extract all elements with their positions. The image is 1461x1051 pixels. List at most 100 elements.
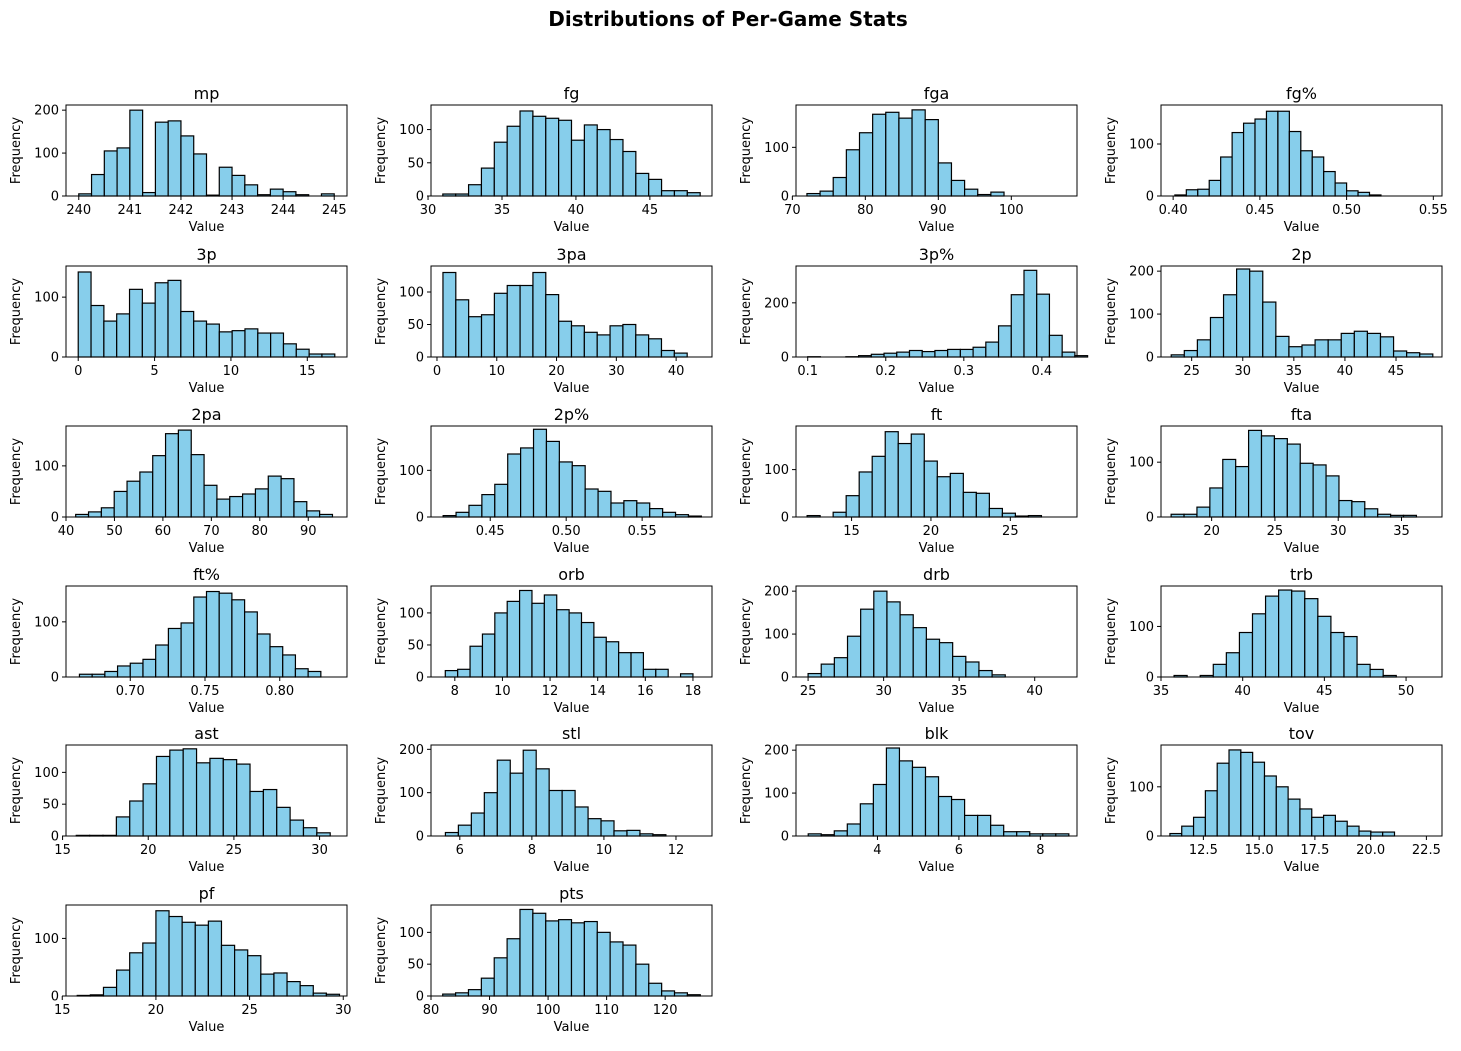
- x-tick-label: 0.55: [1419, 203, 1448, 218]
- histogram-bar: [1324, 172, 1335, 196]
- panel-title: trb: [1290, 565, 1313, 584]
- histogram-bar: [976, 493, 989, 517]
- panel-title: 2pa: [191, 405, 221, 424]
- x-tick-label: 40: [1026, 684, 1043, 699]
- histogram-bar: [290, 820, 303, 836]
- histogram-bar: [520, 909, 533, 996]
- histogram-bar: [156, 645, 169, 677]
- histogram-bar: [924, 461, 937, 517]
- x-tick-label: 12: [542, 684, 559, 699]
- histogram-bar: [168, 628, 181, 677]
- histogram-bar: [507, 601, 519, 677]
- x-tick-label: 40: [58, 524, 75, 539]
- histogram-bar: [912, 767, 925, 836]
- histogram-bar: [507, 939, 520, 996]
- x-tick-label: 0.45: [1245, 203, 1274, 218]
- histogram-bar: [1289, 132, 1300, 196]
- x-axis-label: Value: [189, 541, 225, 556]
- x-tick-label: 120: [653, 1003, 678, 1018]
- histogram-bar: [303, 828, 316, 836]
- y-axis-label: Frequency: [739, 438, 754, 505]
- y-tick-label: 0: [51, 990, 59, 1005]
- x-axis-label: Value: [189, 701, 225, 716]
- histogram-bar: [1324, 815, 1336, 836]
- y-tick-label: 0: [1146, 671, 1154, 686]
- histogram-bar: [1292, 591, 1305, 677]
- histogram-bar: [953, 656, 966, 677]
- x-tick-label: 25: [1267, 524, 1284, 539]
- histogram-bar: [834, 831, 847, 836]
- x-axis-label: Value: [554, 1020, 590, 1035]
- histogram-bar: [245, 185, 258, 196]
- histogram-bar: [117, 970, 130, 996]
- x-tick-label: 4: [873, 843, 881, 858]
- x-axis-label: Value: [919, 381, 955, 396]
- y-axis-label: Frequency: [374, 117, 389, 184]
- histogram-bar: [897, 352, 910, 357]
- histogram-bar: [1197, 507, 1210, 517]
- histogram-bar: [913, 628, 926, 677]
- histogram-bar: [232, 600, 245, 677]
- x-tick-label: 12: [668, 843, 685, 858]
- histogram-bar: [1264, 776, 1276, 836]
- y-tick-label: 0: [416, 671, 424, 686]
- histogram-bar: [194, 321, 207, 357]
- histogram-bar: [219, 167, 232, 196]
- x-axis-label: Value: [554, 860, 590, 875]
- histogram-bar: [1276, 787, 1288, 836]
- histogram-bar: [1407, 353, 1420, 357]
- y-tick-label: 0: [416, 351, 424, 366]
- x-axis-label: Value: [1284, 701, 1320, 716]
- x-tick-label: 8: [451, 684, 459, 699]
- histogram-bar: [230, 497, 243, 517]
- y-tick-label: 200: [1129, 265, 1154, 280]
- histogram-bar: [1209, 180, 1220, 196]
- histogram-bar: [821, 664, 834, 677]
- histogram-bar: [1370, 669, 1383, 677]
- x-tick-label: 15: [54, 843, 71, 858]
- histogram-bar: [1288, 799, 1300, 836]
- x-tick-label: 110: [594, 1003, 619, 1018]
- histogram-bar: [674, 191, 687, 196]
- histogram-bar: [257, 634, 270, 677]
- histogram-bar: [950, 473, 963, 517]
- histogram-bar: [1244, 123, 1255, 196]
- histogram-bar: [143, 784, 156, 836]
- histogram-bar: [938, 163, 951, 196]
- histogram-bar: [534, 429, 547, 517]
- histogram-bar: [104, 321, 117, 357]
- histogram-bar: [662, 991, 675, 996]
- histogram-bar: [1394, 351, 1407, 357]
- y-axis-label: Frequency: [374, 278, 389, 345]
- y-axis-label: Frequency: [1104, 438, 1119, 505]
- x-tick-label: 17.5: [1300, 843, 1329, 858]
- histogram-bar: [281, 479, 294, 517]
- x-tick-label: 25: [226, 843, 243, 858]
- histogram-bar: [584, 125, 597, 196]
- histogram-bar: [979, 671, 992, 677]
- histogram-bar: [1017, 832, 1030, 836]
- histogram-bar: [572, 326, 585, 357]
- histogram-bar: [1359, 831, 1371, 836]
- histogram-bar: [223, 760, 236, 836]
- histogram-bar: [1312, 157, 1323, 196]
- y-tick-label: 0: [781, 190, 789, 205]
- y-axis-label: Frequency: [739, 117, 754, 184]
- histogram-bar: [874, 591, 887, 677]
- x-tick-label: 35: [494, 203, 511, 218]
- histogram-bar: [78, 272, 91, 357]
- histogram-bar: [939, 797, 952, 836]
- histogram-bar: [204, 485, 217, 517]
- histogram-bar: [860, 804, 873, 836]
- x-tick-label: 242: [169, 203, 194, 218]
- y-axis-label: Frequency: [9, 757, 24, 824]
- histogram-bar: [156, 911, 169, 996]
- histogram-bar: [1210, 318, 1223, 357]
- histogram-bar: [130, 289, 143, 357]
- histogram-bar: [458, 825, 471, 836]
- histogram-bar: [178, 430, 191, 517]
- histogram-bar: [569, 613, 581, 677]
